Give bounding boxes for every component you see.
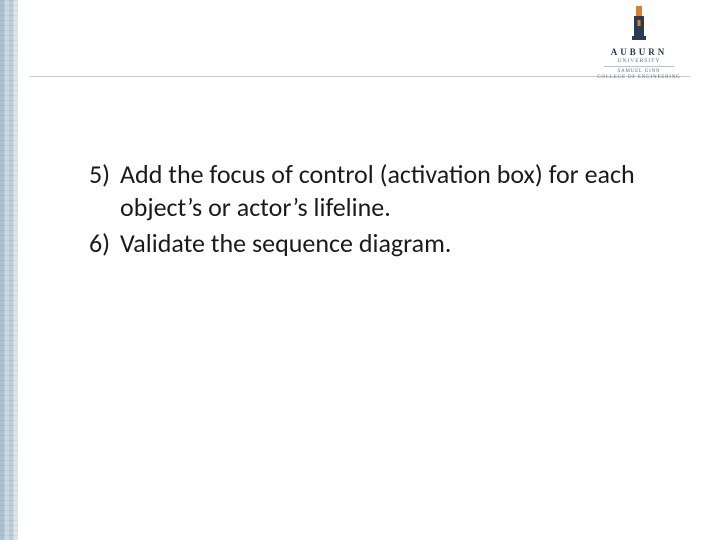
logo-subtitle: UNIVERSITY: [594, 58, 684, 64]
university-logo: AUBURN UNIVERSITY SAMUEL GINN COLLEGE OF…: [594, 6, 684, 81]
numbered-list: 5) Add the focus of control (activation …: [82, 158, 660, 260]
list-item: 6) Validate the sequence diagram.: [82, 227, 660, 260]
list-number: 5): [82, 158, 120, 191]
logo-divider: [604, 66, 674, 67]
slide: AUBURN UNIVERSITY SAMUEL GINN COLLEGE OF…: [0, 0, 720, 540]
logo-tower-icon: [629, 6, 649, 40]
header-divider: [30, 76, 690, 77]
slide-body: 5) Add the focus of control (activation …: [82, 158, 660, 262]
list-item: 5) Add the focus of control (activation …: [82, 158, 660, 225]
list-number: 6): [82, 227, 120, 260]
left-decorative-stripe: [0, 0, 18, 540]
list-text: Add the focus of control (activation box…: [120, 158, 660, 225]
logo-name: AUBURN: [594, 47, 684, 57]
logo-college-line2: COLLEGE OF ENGINEERING: [594, 75, 684, 81]
list-text: Validate the sequence diagram.: [120, 227, 451, 260]
